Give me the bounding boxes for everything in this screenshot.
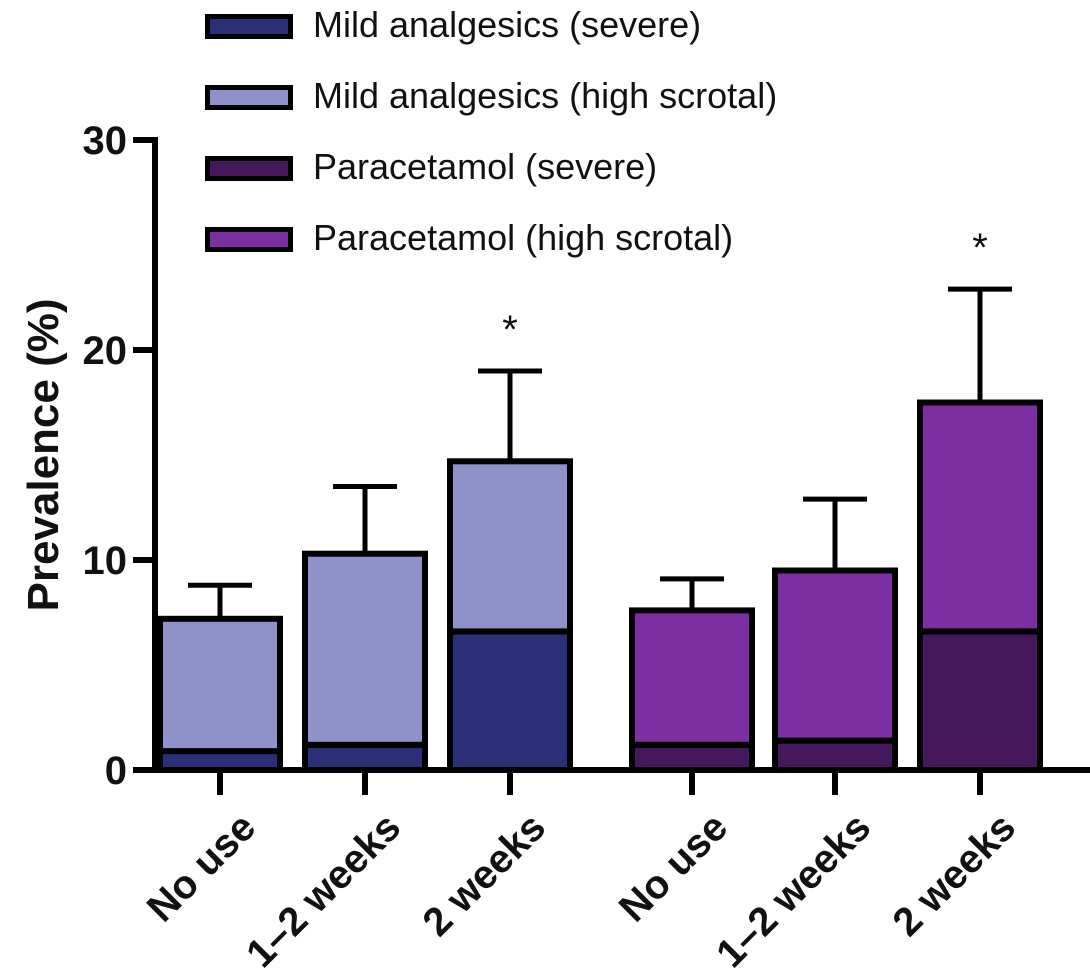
legend-swatch [205, 227, 293, 252]
y-tick-label: 30 [83, 119, 128, 163]
y-tick-label: 10 [83, 539, 128, 583]
y-tick-label: 20 [83, 329, 128, 373]
legend-label: Mild analgesics (severe) [313, 4, 702, 45]
bar-segment [772, 567, 898, 744]
bar-segment [629, 741, 755, 773]
legend-item: Mild analgesics (severe) [205, 5, 905, 45]
bar-segment [917, 399, 1043, 635]
legend-item: Paracetamol (severe) [205, 147, 905, 187]
legend-swatch [205, 85, 293, 110]
x-tick-label: No use [611, 805, 736, 930]
bar-segment [447, 458, 573, 635]
legend-swatch [205, 14, 293, 39]
legend-label: Mild analgesics (high scrotal) [313, 75, 778, 116]
x-tick-label: 2 weeks [415, 805, 555, 945]
legend-item: Mild analgesics (high scrotal) [205, 76, 905, 116]
significance-marker: * [502, 308, 518, 352]
bar-segment [302, 741, 428, 773]
legend-label: Paracetamol (high scrotal) [313, 217, 734, 258]
bar-segment [772, 737, 898, 773]
legend-item: Paracetamol (high scrotal) [205, 218, 905, 258]
bar-segment [157, 615, 283, 755]
significance-marker: * [972, 226, 988, 270]
bar-segment [302, 550, 428, 748]
x-tick-label: No use [139, 805, 264, 930]
x-tick-label: 2 weeks [885, 805, 1025, 945]
bar-segment [447, 628, 573, 774]
y-axis-label: Prevalence (%) [19, 298, 68, 611]
bar-segment [629, 607, 755, 748]
bar-segment [917, 628, 1043, 774]
x-tick-label: 1–2 weeks [708, 805, 879, 976]
legend-swatch [205, 156, 293, 181]
x-tick-label: 1–2 weeks [238, 805, 409, 976]
y-tick-label: 0 [105, 749, 127, 793]
legend-label: Paracetamol (severe) [313, 146, 658, 187]
